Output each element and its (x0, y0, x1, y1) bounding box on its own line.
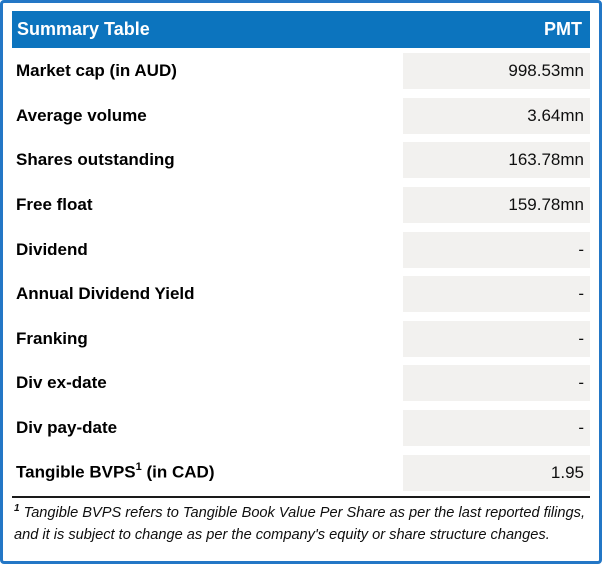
row-label-dividend: Dividend (16, 239, 88, 259)
table-row: Div ex-date - (12, 361, 590, 406)
tangible-bvps-text: Tangible BVPS (16, 462, 136, 482)
table-row: Annual Dividend Yield - (12, 272, 590, 317)
footnote-divider (12, 495, 590, 498)
table-body: Market cap (in AUD) 998.53mn Average vol… (12, 49, 590, 495)
row-label-div-ex-date: Div ex-date (16, 373, 107, 393)
row-value-market-cap: 998.53mn (403, 53, 590, 90)
row-label-tangible-bvps: Tangible BVPS1 (in CAD) (12, 461, 215, 483)
row-label-franking: Franking (16, 328, 88, 348)
table-row: Dividend - (12, 227, 590, 272)
row-value-franking: - (403, 320, 590, 357)
row-value-average-volume: 3.64mn (403, 97, 590, 134)
table-header: Summary Table PMT (12, 11, 590, 48)
row-value-shares-outstanding: 163.78mn (403, 142, 590, 179)
table-row: Market cap (in AUD) 998.53mn (12, 49, 590, 94)
row-value-div-pay-date: - (403, 410, 590, 447)
table-row: Div pay-date - (12, 406, 590, 451)
row-value-free-float: 159.78mn (403, 187, 590, 224)
footnote-reference-superscript: 1 (135, 461, 142, 474)
ticker-label: PMT (544, 19, 582, 39)
footnote-text: Tangible BVPS refers to Tangible Book Va… (14, 504, 585, 543)
row-label-market-cap: Market cap (in AUD) (16, 61, 177, 81)
row-value-dividend: - (403, 231, 590, 268)
table-row: Tangible BVPS1 (in CAD) 1.95 (12, 450, 590, 495)
table-row: Free float 159.78mn (12, 183, 590, 228)
tangible-bvps-currency: (in CAD) (141, 462, 215, 482)
row-value-div-ex-date: - (403, 365, 590, 402)
table-row: Average volume 3.64mn (12, 94, 590, 139)
footnote-marker-superscript: 1 (14, 502, 20, 514)
table-row: Shares outstanding 163.78mn (12, 138, 590, 183)
row-label-average-volume: Average volume (16, 105, 147, 125)
row-label-free-float: Free float (16, 195, 93, 215)
table-title: Summary Table (17, 19, 150, 39)
row-value-annual-dividend-yield: - (403, 276, 590, 313)
footnote: 1 Tangible BVPS refers to Tangible Book … (12, 501, 590, 546)
row-label-shares-outstanding: Shares outstanding (16, 150, 175, 170)
row-label-annual-dividend-yield: Annual Dividend Yield (16, 284, 195, 304)
row-label-div-pay-date: Div pay-date (16, 418, 118, 438)
table-row: Franking - (12, 317, 590, 362)
row-value-tangible-bvps: 1.95 (403, 454, 590, 491)
